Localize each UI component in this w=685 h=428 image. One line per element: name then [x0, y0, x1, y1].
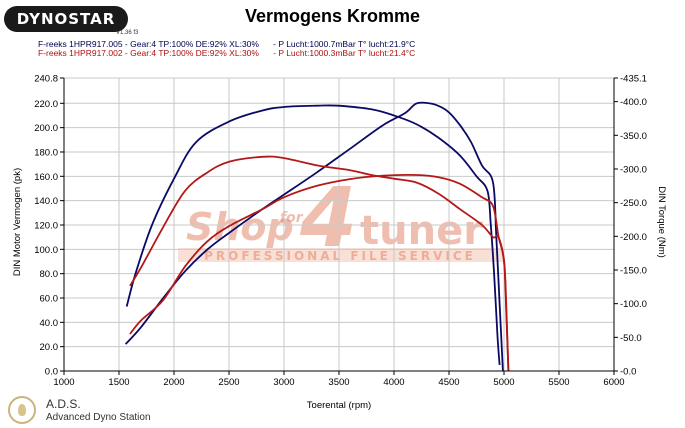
x-tick-label: 4500	[438, 377, 459, 388]
chart-title: Vermogens Kromme	[244, 6, 421, 26]
x-tick-label: 5500	[548, 377, 569, 388]
y-tick-label: 220.0	[34, 99, 58, 110]
ads-emblem-icon	[8, 396, 36, 424]
y-tick-label: 180.0	[34, 147, 58, 158]
x-tick-label: 3500	[328, 377, 349, 388]
y-tick-label: 140.0	[34, 196, 58, 207]
x-axis-label: Toerental (rpm)	[307, 400, 371, 411]
x-tick-label: 5000	[493, 377, 514, 388]
chart-series	[124, 101, 510, 372]
y2-tick-label: -200.0	[620, 232, 647, 243]
y-tick-label: 160.0	[34, 172, 58, 183]
x-tick-label: 1500	[108, 377, 129, 388]
y2-tick-label: -250.0	[620, 198, 647, 209]
chart-axes	[60, 77, 618, 375]
y2-tick-label: -300.0	[620, 164, 647, 175]
ads-subtitle: Advanced Dyno Station	[46, 412, 151, 423]
logo-version: V1.36 f3	[116, 30, 139, 36]
y2-tick-label: -350.0	[620, 131, 647, 142]
y-tick-label: 240.8	[34, 74, 58, 85]
dynostar-logo-text: DYNOSTAR	[16, 10, 116, 28]
y-tick-label: 80.0	[40, 269, 59, 280]
y-axis-label: DIN Motor Vermogen (pk)	[12, 168, 23, 276]
series-1-power-line	[125, 104, 501, 365]
y-tick-label: 120.0	[34, 220, 58, 231]
watermark-tuner: tuner	[360, 208, 483, 254]
x-tick-label: 2500	[218, 377, 239, 388]
chart-grid	[63, 77, 615, 372]
y-tick-label: 100.0	[34, 245, 58, 256]
y-tick-label: 200.0	[34, 123, 58, 134]
y2-tick-label: -150.0	[620, 265, 647, 276]
x-tick-label: 1000	[53, 377, 74, 388]
y-tick-label: 20.0	[40, 342, 59, 353]
y2-axis-label: DIN Torque (Nm)	[656, 186, 667, 258]
run-info-line-2: F-reeks 1HPR917.002 - Gear:4 TP:100% DE:…	[38, 48, 416, 58]
y2-tick-label: -400.0	[620, 97, 647, 108]
watermark-tagline: PROFESSIONAL FILE SERVICE	[204, 249, 476, 263]
y2-tick-label: -100.0	[620, 299, 647, 310]
ads-name: A.D.S.	[46, 397, 81, 411]
series-1-torque-line	[124, 101, 504, 372]
dynostar-logo: DYNOSTAR	[4, 6, 128, 32]
y2-tick-label: -0.0	[620, 367, 636, 378]
watermark-shop: Shop	[186, 205, 294, 249]
x-tick-label: 4000	[383, 377, 404, 388]
series-2-torque-line	[129, 174, 510, 372]
series-2-power-line	[129, 155, 510, 372]
chart-tick-labels: 1000 1500 2000 2500 3000 3500 4000 4500 5000 5500…	[34, 74, 647, 389]
watermark-4: 4	[299, 171, 357, 266]
y-tick-label: 60.0	[40, 293, 59, 304]
y-tick-label: 0.0	[45, 367, 58, 378]
y2-tick-label: -50.0	[620, 333, 642, 344]
x-tick-label: 2000	[163, 377, 184, 388]
watermark-band	[178, 248, 504, 262]
y2-tick-label: -435.1	[620, 74, 647, 85]
y-tick-label: 40.0	[40, 318, 59, 329]
ads-footer-logo: A.D.S. Advanced Dyno Station	[8, 396, 188, 426]
x-tick-label: 6000	[603, 377, 624, 388]
x-tick-label: 3000	[273, 377, 294, 388]
run-info-line-1: F-reeks 1HPR917.005 - Gear:4 TP:100% DE:…	[38, 39, 416, 49]
watermark-for: for	[280, 210, 304, 226]
